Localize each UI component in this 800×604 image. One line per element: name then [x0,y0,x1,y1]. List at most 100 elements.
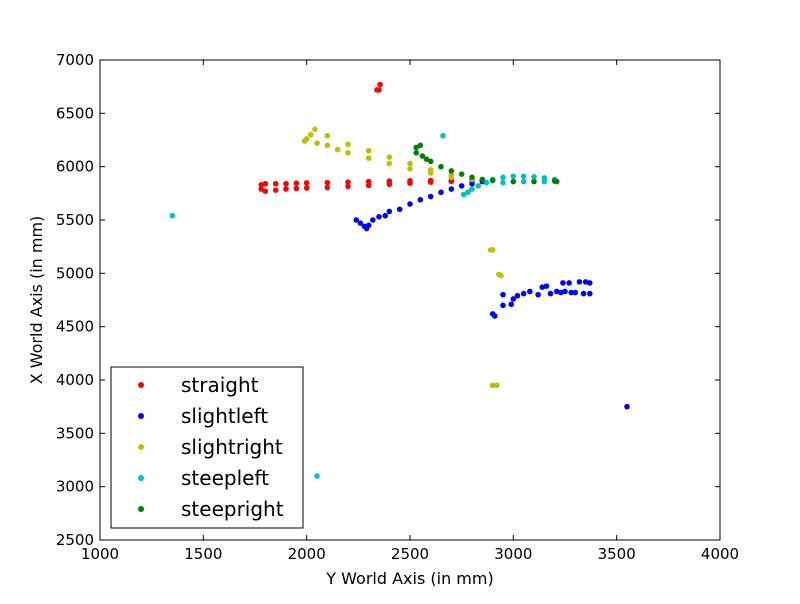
data-point [568,289,574,296]
data-point [169,212,176,219]
data-point [353,217,360,223]
data-point [386,178,393,184]
data-point [312,126,318,133]
data-point [303,136,310,142]
data-point [345,141,351,148]
legend-marker-steepleft [138,475,144,481]
data-point [510,173,517,180]
y-tick-label: 6000 [56,158,94,176]
data-point [386,154,393,160]
data-point [413,144,420,151]
data-point [376,214,382,220]
data-point [438,189,444,196]
data-point [303,180,310,186]
data-point [479,176,486,183]
data-point [386,160,393,167]
data-point [560,280,566,286]
data-point [365,178,372,185]
y-axis-label: X World Axis (in mm) [27,216,46,385]
data-point [580,290,587,297]
data-point [357,220,364,226]
data-point [510,296,517,302]
data-point [440,132,446,139]
data-point [396,206,403,213]
y-tick-label: 4500 [56,318,94,336]
data-point [469,180,475,187]
data-point [334,146,341,153]
data-point [483,179,490,186]
data-point [417,196,424,203]
data-point [407,201,413,207]
data-point [500,179,506,186]
data-point [324,132,331,139]
x-tick-label: 1000 [81,545,119,563]
data-point [427,158,434,165]
data-point [553,178,560,185]
legend: straight slightleft slightright steepleft st… [110,366,304,529]
data-point [324,179,331,186]
data-point [469,174,475,181]
data-point [547,290,554,297]
data-point [293,185,300,192]
data-point [314,473,320,479]
y-tick-label: 2500 [56,531,94,549]
data-point [527,288,533,295]
data-point [510,178,517,185]
data-point [308,131,314,138]
data-point [293,180,300,186]
data-point [345,150,351,156]
data-point [465,189,471,196]
x-tick-label: 2000 [288,545,326,563]
data-point [262,180,269,187]
ticks-layer: 1000 1500 2000 2500 3000 3500 4000 2500 3000 3500… [56,51,739,563]
data-point [562,288,568,295]
data-point [514,292,521,299]
legend-label-slightright: slightright [181,435,283,459]
data-point [508,301,515,308]
data-point [543,283,550,289]
data-point [489,177,496,184]
data-point [531,174,537,180]
data-point [407,177,413,184]
data-point [365,222,372,229]
data-point [572,289,579,296]
x-tick-label: 1500 [184,545,222,563]
data-point [520,173,527,180]
data-point [587,290,593,297]
data-point [427,193,434,200]
legend-marker-slightleft [138,413,144,419]
data-point [417,142,424,149]
data-point [500,302,506,309]
data-point [458,183,465,189]
y-tick-label: 7000 [56,51,94,69]
data-point [531,178,537,185]
data-point [460,191,467,198]
data-point [491,313,498,319]
legend-marker-steepright [138,506,144,512]
data-point [458,171,465,177]
data-point [345,179,351,185]
data-point [413,150,420,156]
points-layer [169,81,630,479]
data-point [475,183,482,189]
x-tick-label: 2500 [391,545,429,563]
legend-label-steepleft: steepleft [181,466,269,490]
data-point [438,163,444,170]
x-axis-label: Y World Axis (in mm) [325,569,493,588]
data-point [500,291,506,298]
series-steepright [413,142,560,185]
data-point [423,156,430,162]
data-point [382,212,389,219]
data-point [272,187,279,193]
data-point [365,155,372,161]
data-point [448,172,455,178]
data-point [407,160,413,167]
x-tick-label: 4000 [701,545,739,563]
data-point [541,178,548,185]
data-point [427,177,434,184]
data-point [498,272,504,279]
data-point [258,186,265,192]
data-point [272,180,279,187]
data-point [365,147,372,154]
